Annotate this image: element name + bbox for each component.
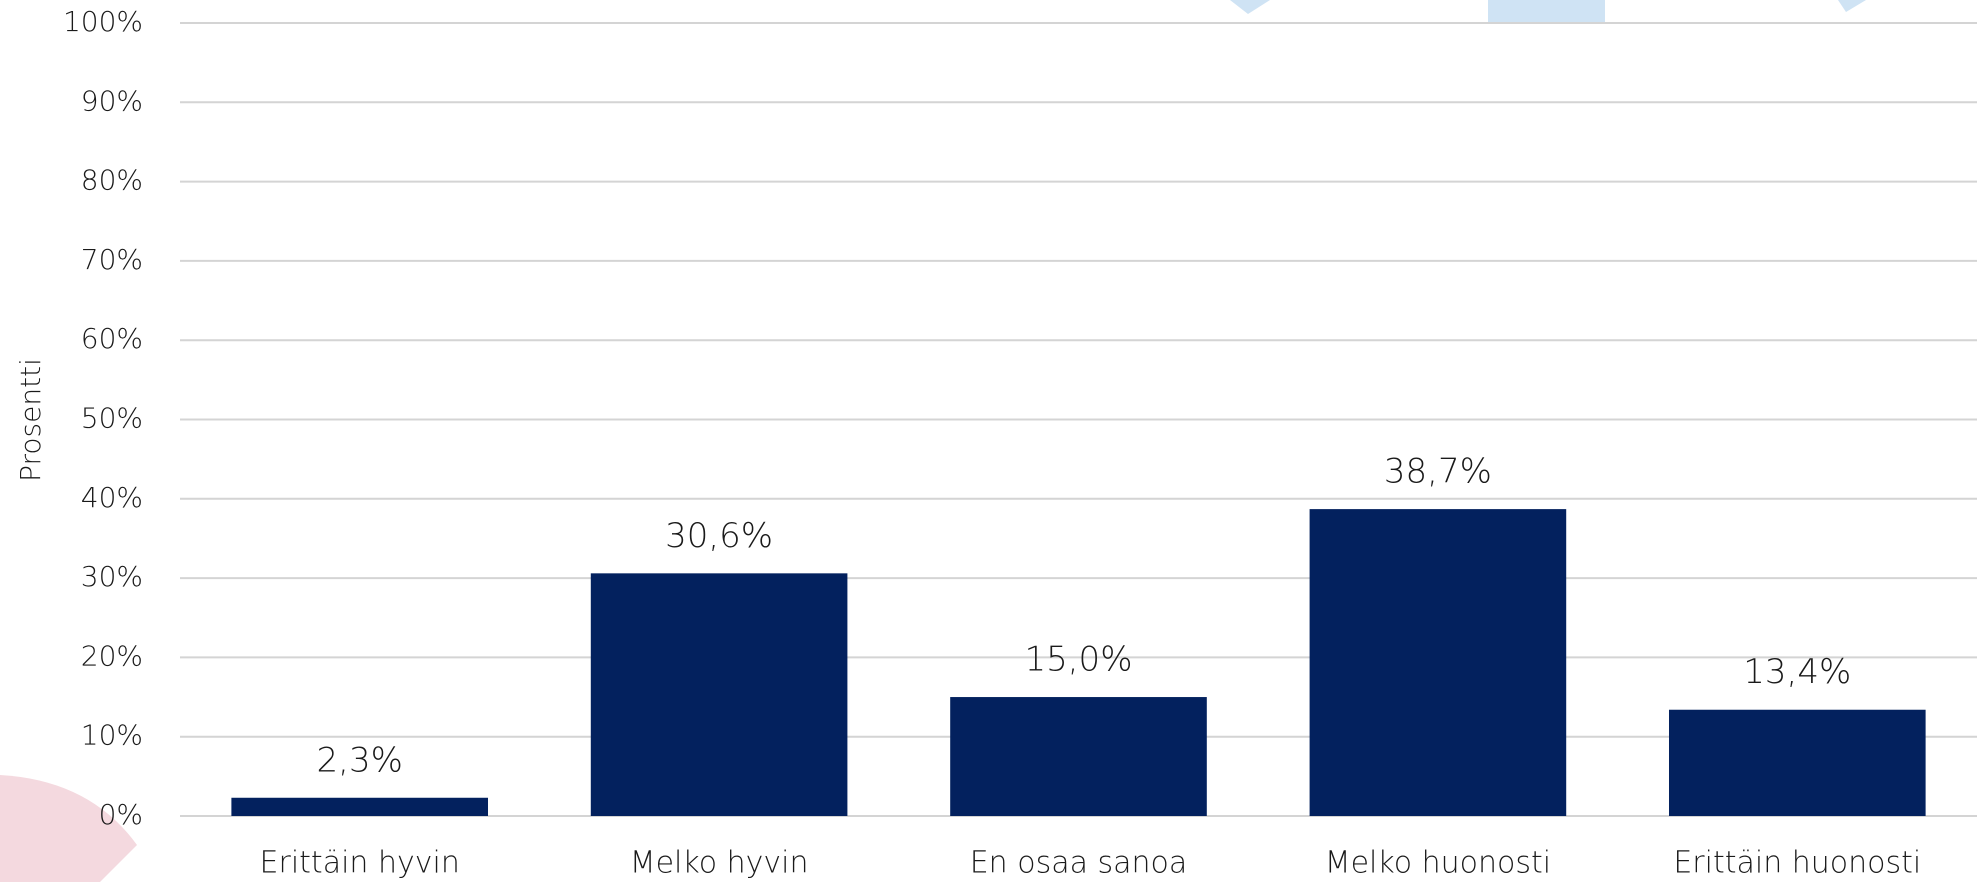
value-label: 2,3%: [317, 740, 403, 780]
y-tick-label: 80%: [81, 164, 143, 197]
bar: [950, 697, 1207, 816]
x-tick-label: Erittäin hyvin: [260, 846, 460, 881]
value-label: 30,6%: [665, 516, 773, 556]
y-tick-label: 60%: [81, 322, 143, 355]
value-label: 15,0%: [1024, 640, 1132, 680]
y-tick-label: 40%: [81, 481, 143, 514]
y-tick-label: 70%: [81, 243, 143, 276]
y-axis-label: Prosentti: [14, 358, 47, 482]
y-tick-label: 90%: [81, 84, 143, 117]
bar: [231, 797, 489, 816]
y-tick-label: 10%: [81, 719, 143, 752]
background-decoration: [0, 0, 1866, 882]
decoration: [1838, 0, 1866, 12]
x-tick-label: Erittäin huonosti: [1673, 846, 1921, 881]
bar: [1309, 509, 1567, 816]
value-label: 13,4%: [1743, 652, 1851, 692]
y-tick-label: 30%: [81, 560, 143, 593]
x-tick-label: En osaa sanoa: [970, 846, 1188, 881]
y-tick-label: 20%: [81, 639, 143, 672]
bar: [1668, 709, 1926, 816]
bar: [590, 573, 848, 816]
decoration: [0, 775, 137, 882]
decoration: [1230, 0, 1270, 14]
decoration: [1488, 0, 1605, 23]
y-tick-label: 50%: [81, 402, 143, 435]
value-label: 38,7%: [1384, 452, 1492, 492]
x-tick-label: Melko hyvin: [630, 846, 809, 881]
x-tick-label: Melko huonosti: [1325, 846, 1551, 881]
y-tick-label: 0%: [99, 798, 143, 831]
y-tick-label: 100%: [63, 5, 143, 38]
